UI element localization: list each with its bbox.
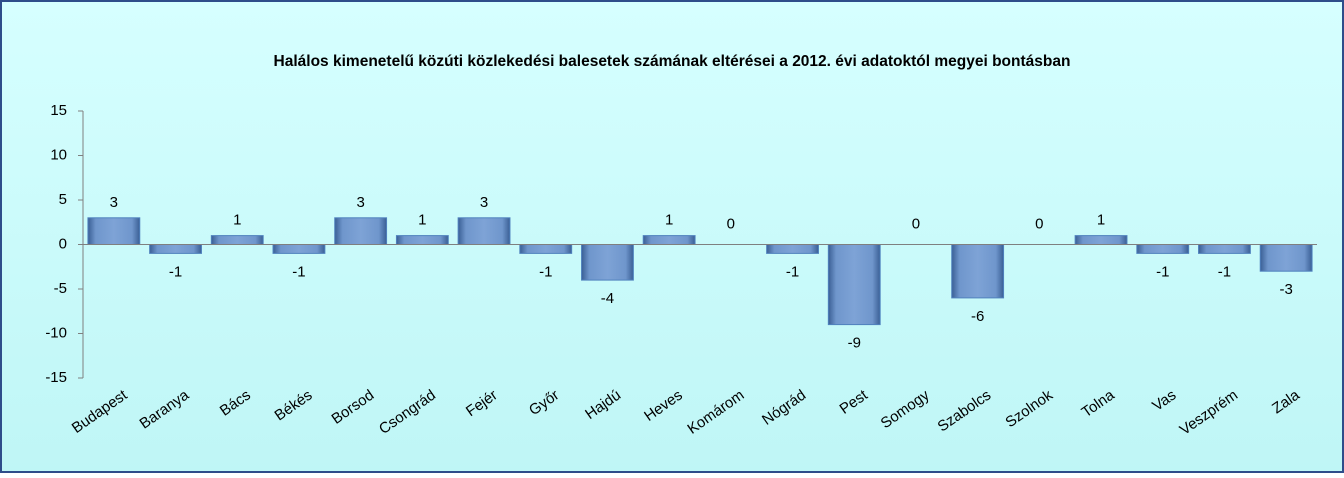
data-label: 0 <box>1035 215 1043 232</box>
bar <box>457 217 511 246</box>
y-tick-label: 5 <box>59 191 67 208</box>
data-label: -9 <box>848 335 861 352</box>
data-label: 3 <box>356 194 364 211</box>
bar <box>149 244 202 254</box>
y-tick-label: 15 <box>50 102 67 119</box>
bar <box>1136 244 1190 254</box>
data-label: -3 <box>1279 281 1292 298</box>
data-label: -4 <box>601 290 614 307</box>
bar <box>1074 235 1128 246</box>
data-label: -1 <box>292 263 305 280</box>
data-label: 3 <box>110 194 118 211</box>
data-label: -1 <box>1156 263 1169 280</box>
data-label: 1 <box>1097 212 1105 229</box>
bar <box>766 244 819 254</box>
y-tick-label: -15 <box>45 369 67 386</box>
bar <box>951 244 1005 299</box>
data-label: 0 <box>912 215 920 232</box>
data-label: 0 <box>727 215 735 232</box>
data-label: -6 <box>971 308 984 325</box>
data-label: 3 <box>480 194 488 211</box>
bar <box>210 235 264 246</box>
y-tick-label: 0 <box>59 235 67 252</box>
data-label: -1 <box>786 263 799 280</box>
data-label: 1 <box>233 212 241 229</box>
data-label: -1 <box>169 263 182 280</box>
bar <box>642 235 696 246</box>
data-label: -1 <box>539 263 552 280</box>
chart-title: Halálos kimenetelű közúti közlekedési ba… <box>274 53 1071 70</box>
bar <box>334 217 388 246</box>
bar <box>581 244 634 281</box>
y-tick-label: 10 <box>50 146 67 163</box>
bar <box>1259 244 1313 272</box>
y-tick-label: -10 <box>45 324 67 341</box>
bar <box>827 244 881 326</box>
data-label: 1 <box>665 212 673 229</box>
data-label: -1 <box>1218 263 1231 280</box>
bar <box>272 244 326 254</box>
bar <box>519 244 573 254</box>
bar <box>87 217 141 246</box>
data-label: 1 <box>418 212 426 229</box>
bar <box>1198 244 1251 254</box>
bar <box>395 235 449 246</box>
y-tick-label: -5 <box>54 280 67 297</box>
